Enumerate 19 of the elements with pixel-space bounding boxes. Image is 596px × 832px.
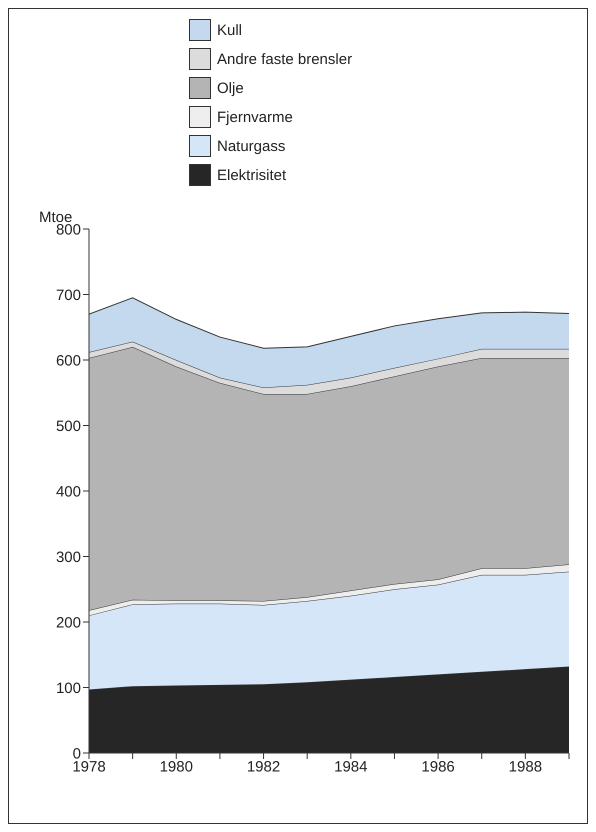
legend-label: Olje [217,80,244,96]
y-tick-label: 400 [56,483,81,500]
x-tick-label: 1988 [508,758,542,776]
legend-label: Elektrisitet [217,166,286,184]
x-tick-label: 1986 [421,758,455,776]
y-tick-label: 500 [56,418,81,435]
y-tick-label: 200 [56,614,81,632]
x-tick-label: 1984 [334,758,368,776]
y-tick-label: 100 [56,680,81,697]
legend-label: Andre faste brensler [217,50,352,68]
y-tick-label: 700 [56,286,81,304]
legend-label: Fjernvarme [217,108,293,126]
x-tick-label: 1980 [160,758,193,776]
y-tick-label: 300 [56,548,81,566]
x-tick-label: 1982 [246,758,280,776]
y-tick-label: 800 [56,221,81,238]
legend-label: Naturgass [217,138,286,154]
legend-label: Kull [217,22,242,38]
y-tick-label: 600 [56,352,81,370]
